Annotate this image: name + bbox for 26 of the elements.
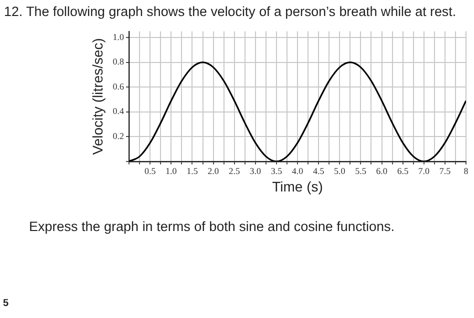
x-tick-label: 7.0 [418,166,430,176]
y-tick-label: 0.2 [112,130,124,141]
chart-title: 12. The following graph shows the velocity of a person’s breath while at rest. [4,4,456,19]
x-tick-label: 1.0 [166,166,178,176]
x-tick-label: 3.0 [250,166,262,176]
y-tick-label: 1.0 [112,32,125,42]
x-tick-label: 4.5 [312,166,325,176]
x-tick-label: 4.0 [292,166,304,176]
text: 5 [3,298,9,309]
x-tick-label: 5.0 [334,166,346,176]
x-tick-label: 3.5 [270,166,283,176]
y-tick-label: 0.4 [112,106,125,116]
x-axis-title: Time (s) [272,178,323,194]
y-tick-label: 0.6 [112,81,125,92]
x-tick-label: 7.5 [439,166,452,176]
text: Express the graph in terms of both sine and cosine functions. [29,219,394,234]
x-tick-label: 6.5 [397,166,409,176]
y-axis-title: Velocity (litres/sec) [89,38,106,155]
y-tick-label: 0.8 [112,56,125,67]
x-tick-label: 2.5 [228,166,240,176]
x-tick-label: 0.5 [144,166,156,176]
x-tick-label: 6.0 [376,166,388,176]
x-tick-label: 2.0 [208,166,220,176]
x-tick-label: 8 [464,166,469,176]
x-tick-label: 1.5 [186,166,198,176]
x-tick-label: 5.5 [355,166,367,176]
